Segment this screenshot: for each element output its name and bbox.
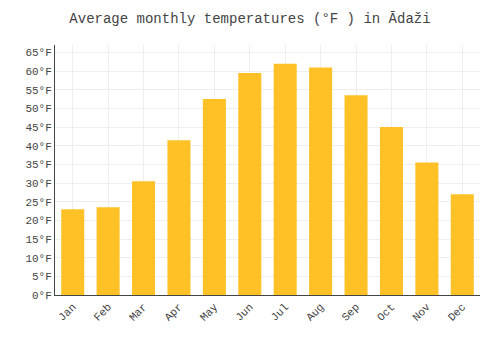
- svg-text:35°F: 35°F: [25, 159, 51, 171]
- svg-text:Dec: Dec: [446, 301, 468, 323]
- svg-text:30°F: 30°F: [25, 178, 51, 190]
- svg-text:Jul: Jul: [269, 301, 291, 323]
- svg-text:40°F: 40°F: [25, 141, 51, 153]
- svg-text:Aug: Aug: [304, 301, 326, 323]
- svg-text:Feb: Feb: [92, 301, 114, 323]
- svg-text:10°F: 10°F: [25, 253, 51, 265]
- svg-text:Mar: Mar: [127, 301, 149, 323]
- svg-text:60°F: 60°F: [25, 66, 51, 78]
- svg-text:Sep: Sep: [340, 301, 362, 323]
- svg-text:55°F: 55°F: [25, 85, 51, 97]
- svg-text:Nov: Nov: [410, 301, 433, 324]
- svg-text:Oct: Oct: [375, 301, 397, 323]
- svg-text:0°F: 0°F: [32, 290, 52, 302]
- svg-text:Jan: Jan: [56, 301, 78, 323]
- svg-text:20°F: 20°F: [25, 215, 51, 227]
- svg-text:45°F: 45°F: [25, 122, 51, 134]
- svg-text:Jun: Jun: [233, 301, 255, 323]
- svg-text:50°F: 50°F: [25, 103, 51, 115]
- svg-text:Apr: Apr: [162, 301, 184, 323]
- svg-text:25°F: 25°F: [25, 197, 51, 209]
- svg-text:15°F: 15°F: [25, 234, 51, 246]
- svg-text:Average monthly temperatures (: Average monthly temperatures (°F ) in Ād…: [69, 11, 430, 27]
- svg-text:65°F: 65°F: [25, 47, 51, 59]
- svg-text:5°F: 5°F: [32, 271, 52, 283]
- svg-text:May: May: [198, 301, 221, 324]
